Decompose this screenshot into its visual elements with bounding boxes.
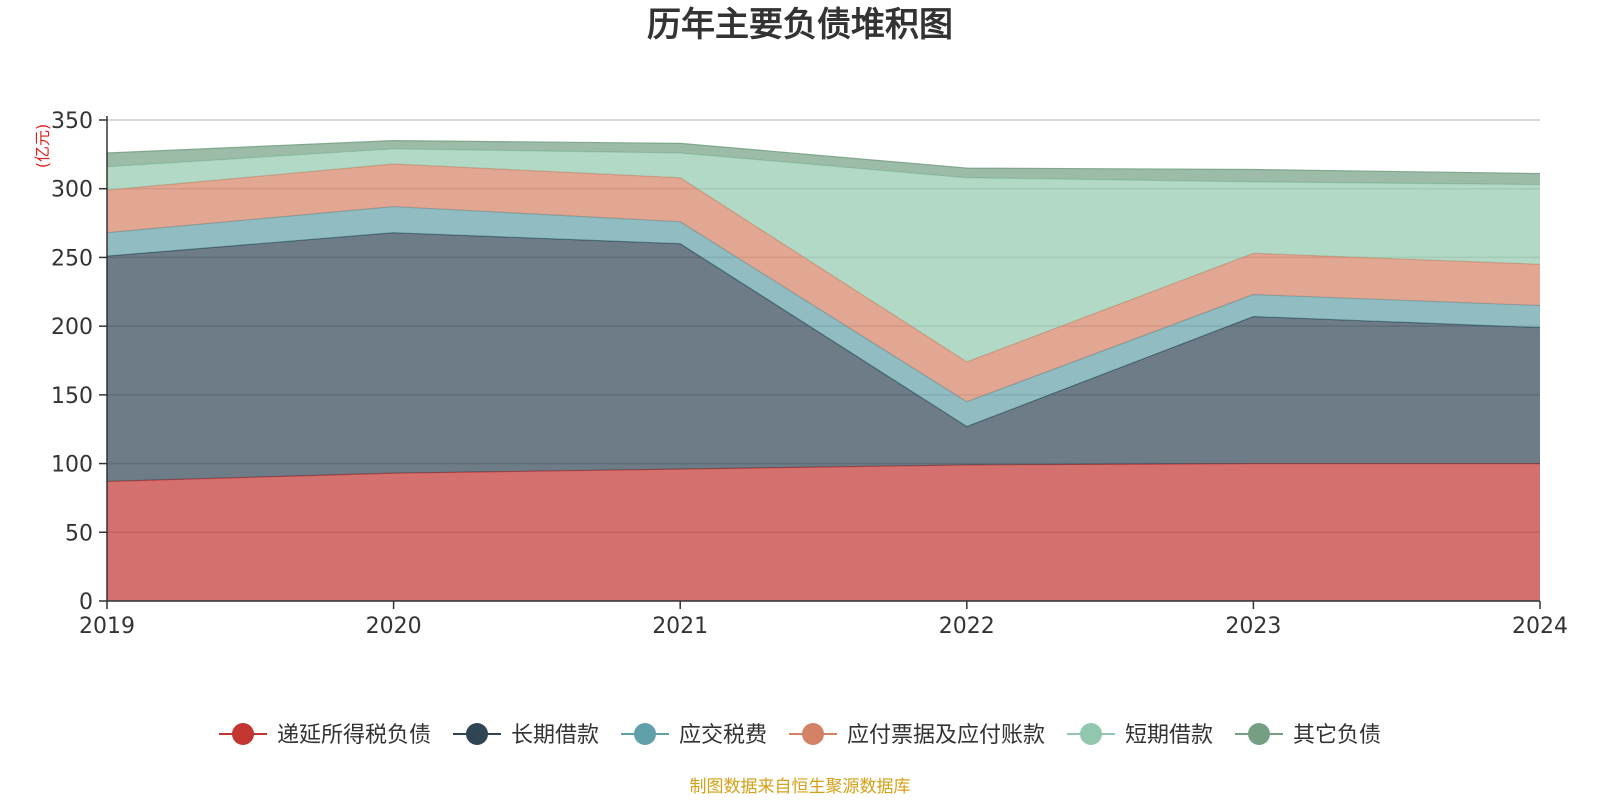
series-line-4 xyxy=(106,148,1541,186)
y-tick-label: 0 xyxy=(79,590,93,615)
legend-item-2[interactable]: 应交税费 xyxy=(621,723,767,748)
legend-circle-marker xyxy=(634,723,656,745)
legend-label: 短期借款 xyxy=(1125,723,1213,748)
legend-label: 应付票据及应付账款 xyxy=(847,723,1045,748)
legend-circle-marker xyxy=(802,723,824,745)
legend-label: 递延所得税负债 xyxy=(277,723,431,748)
area-series-5 xyxy=(107,140,1540,185)
area-series-1 xyxy=(107,232,1540,482)
area-series-3 xyxy=(107,163,1540,402)
area-series-0 xyxy=(107,463,1540,601)
legend-circle-marker xyxy=(1080,723,1102,745)
x-tick-label: 2021 xyxy=(652,614,708,639)
x-tick-label: 2024 xyxy=(1512,614,1568,639)
area-series-layer xyxy=(106,140,1541,601)
y-tick-label: 300 xyxy=(51,178,93,203)
x-tick-label: 2019 xyxy=(79,614,135,639)
source-note: 制图数据来自恒生聚源数据库 xyxy=(690,777,911,797)
y-tick-label: 250 xyxy=(51,246,93,271)
legend-circle-marker xyxy=(1248,723,1270,745)
legend-item-1[interactable]: 长期借款 xyxy=(453,723,599,748)
chart-title: 历年主要负债堆积图 xyxy=(647,5,953,45)
x-tick-label: 2020 xyxy=(366,614,422,639)
y-tick-label: 100 xyxy=(51,453,93,478)
legend-circle-marker xyxy=(232,723,254,745)
legend-item-0[interactable]: 递延所得税负债 xyxy=(219,723,431,748)
axes: 0 50 100 150 200 250 300 350 2019 2020 2021 2022 202… xyxy=(51,109,1568,639)
y-tick-label: 200 xyxy=(51,315,93,340)
y-tick-label: 150 xyxy=(51,384,93,409)
legend-item-3[interactable]: 应付票据及应付账款 xyxy=(789,723,1045,748)
series-line-5 xyxy=(106,140,1541,175)
legend-label: 其它负债 xyxy=(1293,723,1381,748)
legend-label: 应交税费 xyxy=(679,723,767,748)
x-tick-label: 2022 xyxy=(939,614,995,639)
legend-circle-marker xyxy=(466,723,488,745)
legend[interactable]: 递延所得税负债 长期借款 应交税费 应付票据及应付账款 短期借款 其它负债 xyxy=(219,723,1381,748)
legend-item-4[interactable]: 短期借款 xyxy=(1067,723,1213,748)
area-series-4 xyxy=(107,148,1540,362)
area-series-2 xyxy=(107,206,1540,427)
legend-item-5[interactable]: 其它负债 xyxy=(1235,723,1381,748)
y-tick-label: 50 xyxy=(65,521,93,546)
x-tick-label: 2023 xyxy=(1225,614,1281,639)
legend-label: 长期借款 xyxy=(511,723,599,748)
y-axis-unit-label: (亿元) xyxy=(33,124,52,169)
y-tick-label: 350 xyxy=(51,109,93,134)
